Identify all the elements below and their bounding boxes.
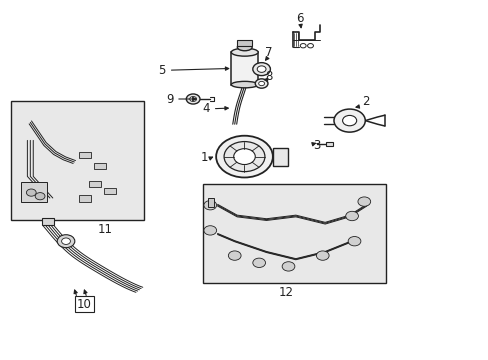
Bar (103, 188, 116, 194)
Circle shape (216, 136, 272, 177)
Circle shape (57, 235, 75, 248)
Circle shape (233, 149, 255, 165)
Text: 3: 3 (312, 139, 320, 152)
Bar (11, 101, 144, 220)
Circle shape (61, 238, 70, 244)
Circle shape (282, 262, 294, 271)
Circle shape (35, 193, 45, 200)
Circle shape (347, 237, 360, 246)
Ellipse shape (231, 48, 258, 56)
Circle shape (345, 211, 358, 221)
Text: 9: 9 (165, 93, 173, 105)
Circle shape (203, 226, 216, 235)
Text: 4: 4 (202, 102, 209, 115)
Text: 8: 8 (264, 70, 272, 83)
Text: 5: 5 (157, 64, 165, 77)
Circle shape (26, 189, 36, 196)
Bar (203, 184, 386, 283)
Circle shape (333, 109, 365, 132)
Circle shape (257, 66, 265, 72)
Circle shape (300, 44, 305, 48)
Circle shape (307, 44, 313, 48)
Text: 1: 1 (200, 151, 208, 164)
Bar (79, 195, 91, 202)
Circle shape (258, 81, 264, 86)
Circle shape (189, 96, 196, 102)
Bar (41, 218, 54, 225)
Bar (20, 182, 47, 202)
Text: 2: 2 (361, 95, 369, 108)
Bar (231, 52, 258, 85)
Bar (79, 152, 91, 158)
Text: 10: 10 (77, 298, 92, 311)
Ellipse shape (231, 81, 258, 88)
Circle shape (252, 258, 265, 267)
Text: 11: 11 (98, 223, 112, 236)
Circle shape (224, 141, 264, 172)
Circle shape (186, 94, 200, 104)
Circle shape (357, 197, 370, 206)
Bar (272, 148, 287, 166)
Bar (237, 40, 251, 46)
Circle shape (228, 251, 241, 260)
Circle shape (252, 63, 270, 76)
Text: 6: 6 (296, 12, 304, 25)
Circle shape (342, 116, 356, 126)
Bar (207, 198, 213, 207)
Circle shape (316, 251, 328, 260)
Ellipse shape (237, 44, 252, 51)
Bar (94, 163, 106, 169)
Text: 12: 12 (278, 286, 293, 299)
Bar (325, 142, 332, 146)
Circle shape (203, 201, 216, 210)
Bar (89, 181, 101, 187)
Circle shape (255, 79, 267, 88)
Text: 7: 7 (264, 46, 272, 59)
